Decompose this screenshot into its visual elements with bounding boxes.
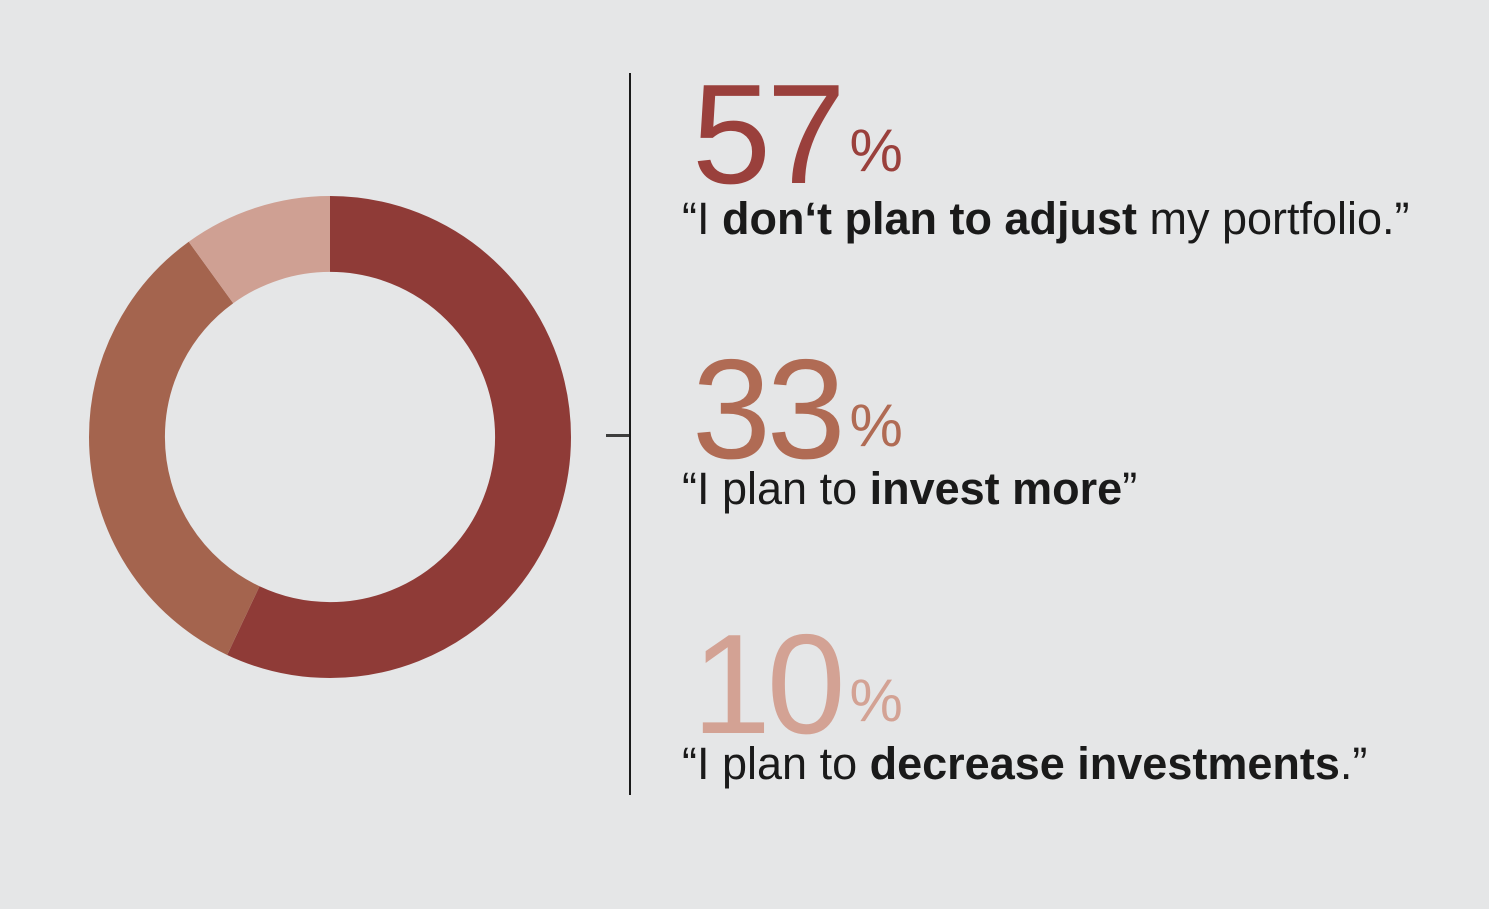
donut-chart <box>89 196 571 678</box>
caption-pre: “I plan to <box>682 738 870 789</box>
caption-pre: “I <box>682 193 722 244</box>
donut-segment-10pct <box>89 196 571 678</box>
caption-bold: invest more <box>869 463 1123 514</box>
donut-chart-svg <box>89 196 571 678</box>
divider-tick <box>606 434 629 437</box>
stat-value-dont-adjust: 57% <box>692 64 903 206</box>
stat-value-decrease: 10% <box>692 614 903 756</box>
stat-number-text: 10 <box>692 605 846 764</box>
caption-post: ” <box>1122 463 1138 514</box>
percent-sign: % <box>849 392 903 459</box>
stat-caption-decrease: “I plan to decrease investments.” <box>682 737 1367 791</box>
caption-bold: don‘t plan to adjust <box>722 193 1137 244</box>
percent-sign: % <box>849 667 903 734</box>
divider-line <box>629 73 631 795</box>
stat-caption-dont-adjust: “I don‘t plan to adjust my portfolio.” <box>682 192 1410 246</box>
caption-bold: decrease investments <box>869 738 1340 789</box>
caption-pre: “I plan to <box>682 463 870 514</box>
stat-caption-invest-more: “I plan to invest more” <box>682 462 1137 516</box>
donut-segment-33pct <box>89 196 571 678</box>
percent-sign: % <box>849 117 903 184</box>
stat-number-text: 57 <box>692 55 846 214</box>
stat-value-invest-more: 33% <box>692 339 903 481</box>
caption-post: my portfolio.” <box>1136 193 1410 244</box>
stat-number-text: 33 <box>692 330 846 489</box>
caption-post: .” <box>1339 738 1368 789</box>
